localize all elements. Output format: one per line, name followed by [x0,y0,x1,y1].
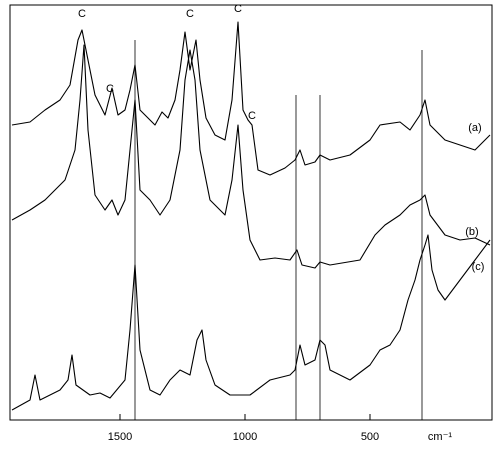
x-tick-label: 500 [361,431,379,443]
peak-annotation: C [106,83,114,95]
plot-frame [9,4,493,421]
peak-annotation: C [186,8,194,20]
x-tick-label: 1000 [233,431,257,443]
x-axis-label: cm⁻¹ [428,431,452,443]
x-tick-label: 1500 [108,431,132,443]
peak-annotation: C [78,8,86,20]
spectrum-line [11,21,491,176]
series-label: (c) [472,261,485,273]
peak-annotation: C [234,3,242,15]
spectrum-line [11,234,491,411]
peak-annotation: C [248,110,256,122]
series-label: (a) [468,122,481,134]
series-label: (b) [465,226,478,238]
spectrum-line [11,44,491,269]
